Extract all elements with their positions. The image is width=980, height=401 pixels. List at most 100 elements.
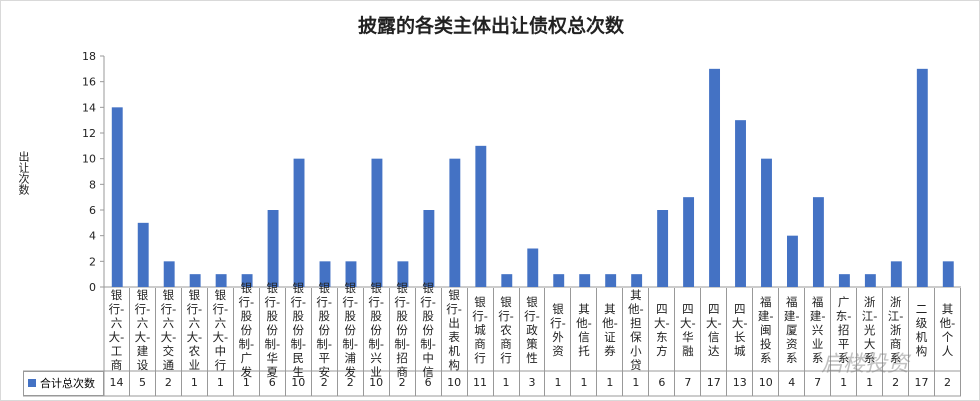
bar [449,158,461,287]
y-tick-label: 18 [82,50,96,63]
bar [942,261,954,287]
bar [241,274,253,287]
category-label: 其他-证券 [597,288,624,371]
category-label: 银行-股份制-广发 [234,281,260,379]
category-label: 银行-股份制-招商 [390,281,416,379]
bar [527,248,539,287]
y-tick-label: 10 [82,153,96,166]
bar [189,274,201,287]
bar [812,197,824,287]
category-label: 银行-政策性 [520,288,546,371]
category-label: 银行-六大-交通 [156,288,182,372]
category-label: 四大-长城 [727,288,754,371]
data-label: 2 [883,371,910,396]
y-tick-label: 14 [82,101,96,114]
category-label: 浙江-光大系 [857,288,884,371]
data-label: 6 [649,371,676,396]
data-label: 10 [442,371,468,396]
category-label: 广东-招平系 [831,288,858,371]
data-label: 2 [156,371,182,396]
bar [864,274,876,287]
category-label: 四大-东方 [649,288,676,371]
category-label: 银行-外资 [545,288,572,371]
data-label: 7 [805,371,832,396]
data-label: 1 [571,371,598,396]
bar [267,210,279,287]
bar [163,261,175,287]
category-label: 二级机构 [909,288,936,371]
data-label: 4 [779,371,806,396]
data-label: 2 [312,371,338,396]
y-tick-label: 6 [89,204,96,217]
category-label: 银行-股份制-华夏 [260,281,286,379]
bar [397,261,409,287]
y-tick-label: 16 [82,76,96,89]
data-label: 3 [520,371,546,396]
category-label: 银行-六大-建设 [130,288,156,372]
bar [657,210,669,287]
bar [683,197,695,287]
category-label: 福建-闽投系 [753,288,780,371]
data-label: 1 [857,371,884,396]
y-tick-label: 4 [89,230,96,243]
watermark: 启楼投资 [821,352,910,377]
category-label: 银行-城商行 [468,288,494,371]
bar [111,107,123,287]
category-label: 银行-六大-农业 [182,288,208,372]
data-label: 1 [494,371,520,396]
data-label: 1 [831,371,858,396]
category-label: 银行-六大-中行 [208,288,234,372]
bar [761,158,772,287]
bar [579,274,591,287]
y-axis-label: 出让次数 [17,151,30,195]
data-label: 5 [130,371,156,396]
y-tick-label: 12 [82,127,96,140]
data-label: 6 [416,371,442,396]
bar [916,68,928,287]
category-label: 银行-股份制-浦发 [338,281,364,379]
y-tick-label: 0 [89,281,96,294]
category-label: 银行-出表机构 [442,288,468,372]
chart-title: 披露的各类主体出让债权总次数 [357,15,624,37]
data-label: 11 [468,371,494,396]
data-label: 10 [286,371,312,396]
data-label: 2 [390,371,416,396]
data-label: 17 [909,371,936,396]
category-label: 其他-信托 [571,288,598,371]
bar [787,235,798,287]
data-label: 6 [260,371,286,396]
category-label: 四大-信达 [701,288,728,371]
category-label: 银行-股份制-中信 [416,281,442,379]
data-label: 10 [753,371,780,396]
category-label: 银行-股份制-民生 [286,281,312,379]
y-tick-label: 8 [89,178,96,191]
category-label: 银行-农商行 [494,288,520,371]
category-label: 浙江-浙商系 [883,288,910,371]
bar [553,274,565,287]
legend: 合计总次数 [23,371,104,396]
data-label: 1 [545,371,572,396]
bar [631,274,643,287]
data-label: 17 [701,371,728,396]
data-label: 10 [364,371,390,396]
bar [709,68,721,287]
category-label: 其他-担保小贷 [623,288,650,372]
bar [137,222,149,287]
bar [215,274,227,287]
bar [475,145,487,287]
bar [293,158,305,287]
bar [371,158,383,287]
bar [345,261,357,287]
bar [319,261,331,287]
data-label: 7 [675,371,702,396]
category-label: 其他-个人 [935,288,961,371]
bar [501,274,513,287]
legend-swatch [28,379,36,387]
category-label: 银行-股份制-兴业 [364,281,390,379]
bar [890,261,902,287]
bar [605,274,617,287]
category-label: 银行-股份制-平安 [312,281,338,379]
data-label: 1 [208,371,234,396]
